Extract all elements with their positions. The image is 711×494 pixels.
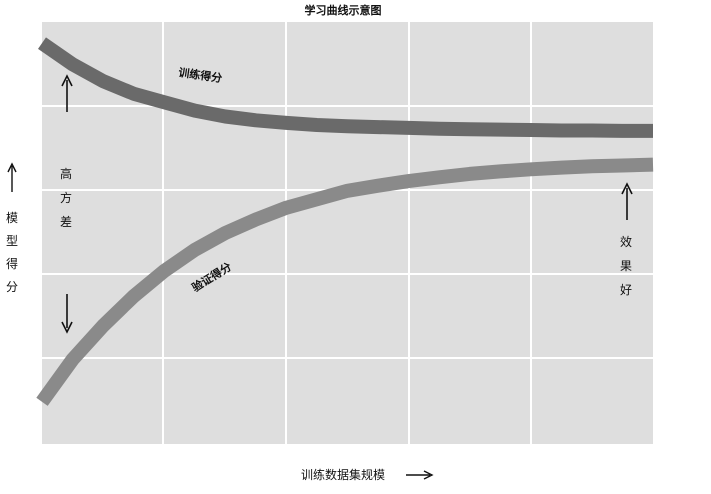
annotation-char: 高	[60, 166, 72, 181]
x-axis-label: 训练数据集规模	[301, 467, 385, 482]
good-effect-annotation: 效 果 好	[620, 182, 633, 297]
annotation-char: 差	[60, 215, 72, 229]
annotation-char: 好	[620, 283, 632, 297]
chart-title: 学习曲线示意图	[305, 3, 382, 17]
up-arrow-icon-head	[621, 182, 633, 195]
up-arrow-icon-head	[7, 162, 17, 173]
y-axis-label-char: 模	[6, 211, 18, 225]
x-axis-label-group: 训练数据集规模	[301, 467, 434, 482]
y-axis-label-char: 分	[6, 280, 18, 294]
annotation-char: 果	[620, 259, 632, 273]
right-arrow-icon-head	[423, 470, 434, 480]
plot-area	[42, 22, 653, 444]
annotation-char: 效	[620, 234, 632, 249]
y-axis-label-char: 得	[6, 256, 18, 271]
series-label-train: 训练得分	[178, 65, 224, 85]
high-variance-annotation: 高 方 差	[60, 74, 73, 334]
annotation-char: 方	[60, 190, 72, 205]
series-line-train	[38, 37, 653, 138]
y-axis-label-char: 型	[6, 234, 18, 248]
up-arrow-icon-head	[61, 74, 73, 87]
down-arrow-icon-head	[61, 321, 73, 334]
series-layer	[36, 37, 654, 406]
series-line-validation	[36, 157, 654, 406]
